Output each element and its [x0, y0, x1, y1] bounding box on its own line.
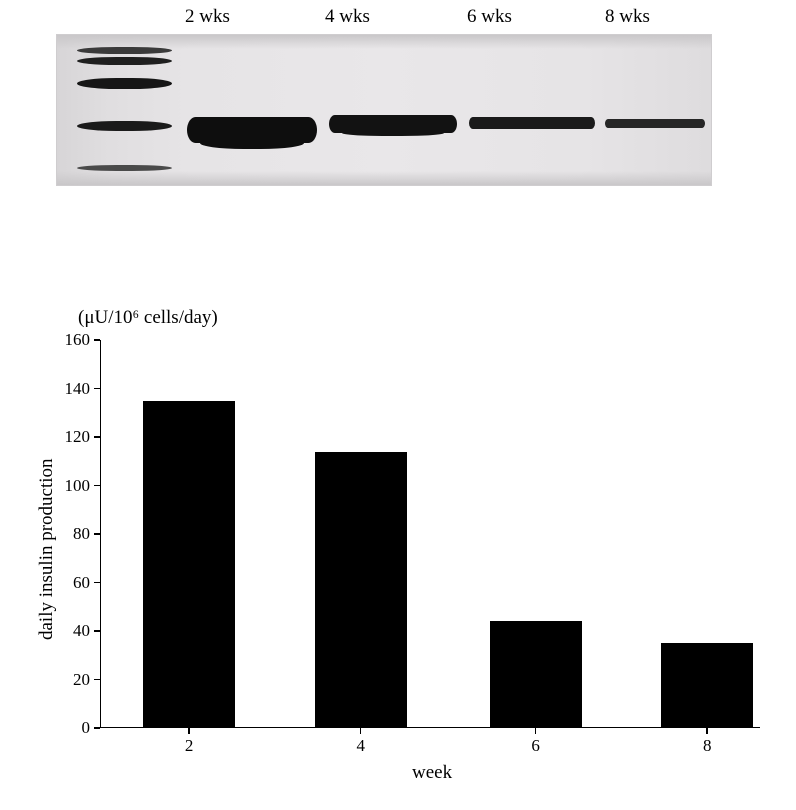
- gel-lane-label: 8 wks: [605, 6, 650, 28]
- gel-ladder-band: [77, 57, 172, 65]
- figure-page: 2 wks 4 wks 6 wks 8 wks (μU/10⁶ cells/da…: [0, 0, 796, 810]
- chart-x-tick: [188, 728, 190, 734]
- chart-x-tick-label: 2: [185, 736, 194, 756]
- gel-lane-label: 6 wks: [467, 6, 512, 28]
- gel-lane-label: 2 wks: [185, 6, 230, 28]
- insulin-production-bar-chart: daily insulin production week 0204060801…: [22, 340, 767, 785]
- chart-y-tick: [94, 582, 100, 584]
- chart-x-tick-label: 6: [531, 736, 540, 756]
- chart-y-tick: [94, 727, 100, 729]
- gel-sample-band: [605, 119, 705, 128]
- gel-ladder-band: [77, 47, 172, 54]
- chart-x-tick: [535, 728, 537, 734]
- chart-y-tick-label: 160: [22, 330, 90, 350]
- gel-sample-band-curve: [200, 137, 304, 149]
- chart-bar: [315, 452, 407, 728]
- chart-bar: [661, 643, 753, 728]
- chart-y-tick: [94, 485, 100, 487]
- gel-ladder-band: [77, 78, 172, 89]
- chart-bar: [143, 401, 235, 728]
- gel-ladder-band: [77, 165, 172, 171]
- chart-x-tick: [706, 728, 708, 734]
- chart-y-tick-label: 120: [22, 427, 90, 447]
- chart-y-tick: [94, 388, 100, 390]
- chart-x-axis-label: week: [412, 762, 452, 784]
- chart-y-tick-label: 40: [22, 621, 90, 641]
- gel-ladder-band: [77, 121, 172, 131]
- chart-y-tick: [94, 533, 100, 535]
- gel-lane-labels-row: 2 wks 4 wks 6 wks 8 wks: [0, 6, 796, 36]
- chart-y-tick: [94, 436, 100, 438]
- chart-y-tick: [94, 630, 100, 632]
- chart-y-tick-label: 100: [22, 476, 90, 496]
- chart-y-tick-label: 0: [22, 718, 90, 738]
- gel-lane-label: 4 wks: [325, 6, 370, 28]
- chart-x-tick: [360, 728, 362, 734]
- chart-y-tick: [94, 679, 100, 681]
- chart-x-tick-label: 8: [703, 736, 712, 756]
- chart-y-tick-label: 80: [22, 524, 90, 544]
- gel-shading-bottom: [57, 171, 711, 185]
- gel-sample-band: [469, 117, 595, 129]
- chart-y-tick-label: 60: [22, 573, 90, 593]
- gel-sample-band-curve: [342, 130, 444, 136]
- chart-y-tick: [94, 339, 100, 341]
- chart-x-tick-label: 4: [356, 736, 365, 756]
- chart-y-unit-label: (μU/10⁶ cells/day): [78, 307, 218, 329]
- gel-image: [56, 34, 712, 186]
- chart-y-tick-label: 140: [22, 379, 90, 399]
- chart-y-tick-label: 20: [22, 670, 90, 690]
- chart-bar: [490, 621, 582, 728]
